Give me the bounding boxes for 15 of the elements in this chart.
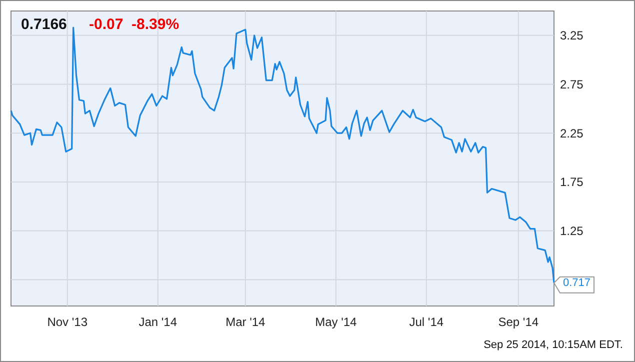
chart-subtitle: -0.07 -8.39% [89, 16, 180, 33]
text: Sep 25 2014, 10:15AM EDT. [484, 339, 623, 351]
annotation: 0.717 [563, 276, 591, 289]
x-tick-label: Mar '14 [226, 315, 266, 329]
x-tick-label: Jan '14 [138, 315, 178, 329]
y-tick-label: 1.75 [560, 175, 584, 190]
x-tick-label: May '14 [315, 315, 358, 329]
x-tick-label: Nov '13 [47, 315, 88, 329]
x-tick-label: Sep '14 [498, 315, 539, 329]
y-tick-label: 1.25 [560, 224, 584, 238]
y-tick-label: 2.25 [560, 126, 584, 140]
y-tick-label: 2.75 [560, 77, 584, 92]
x-tick-label: Jul '14 [409, 315, 444, 329]
y-tick-label: 3.25 [560, 28, 584, 43]
chart-title: 0.7166 [21, 16, 67, 33]
